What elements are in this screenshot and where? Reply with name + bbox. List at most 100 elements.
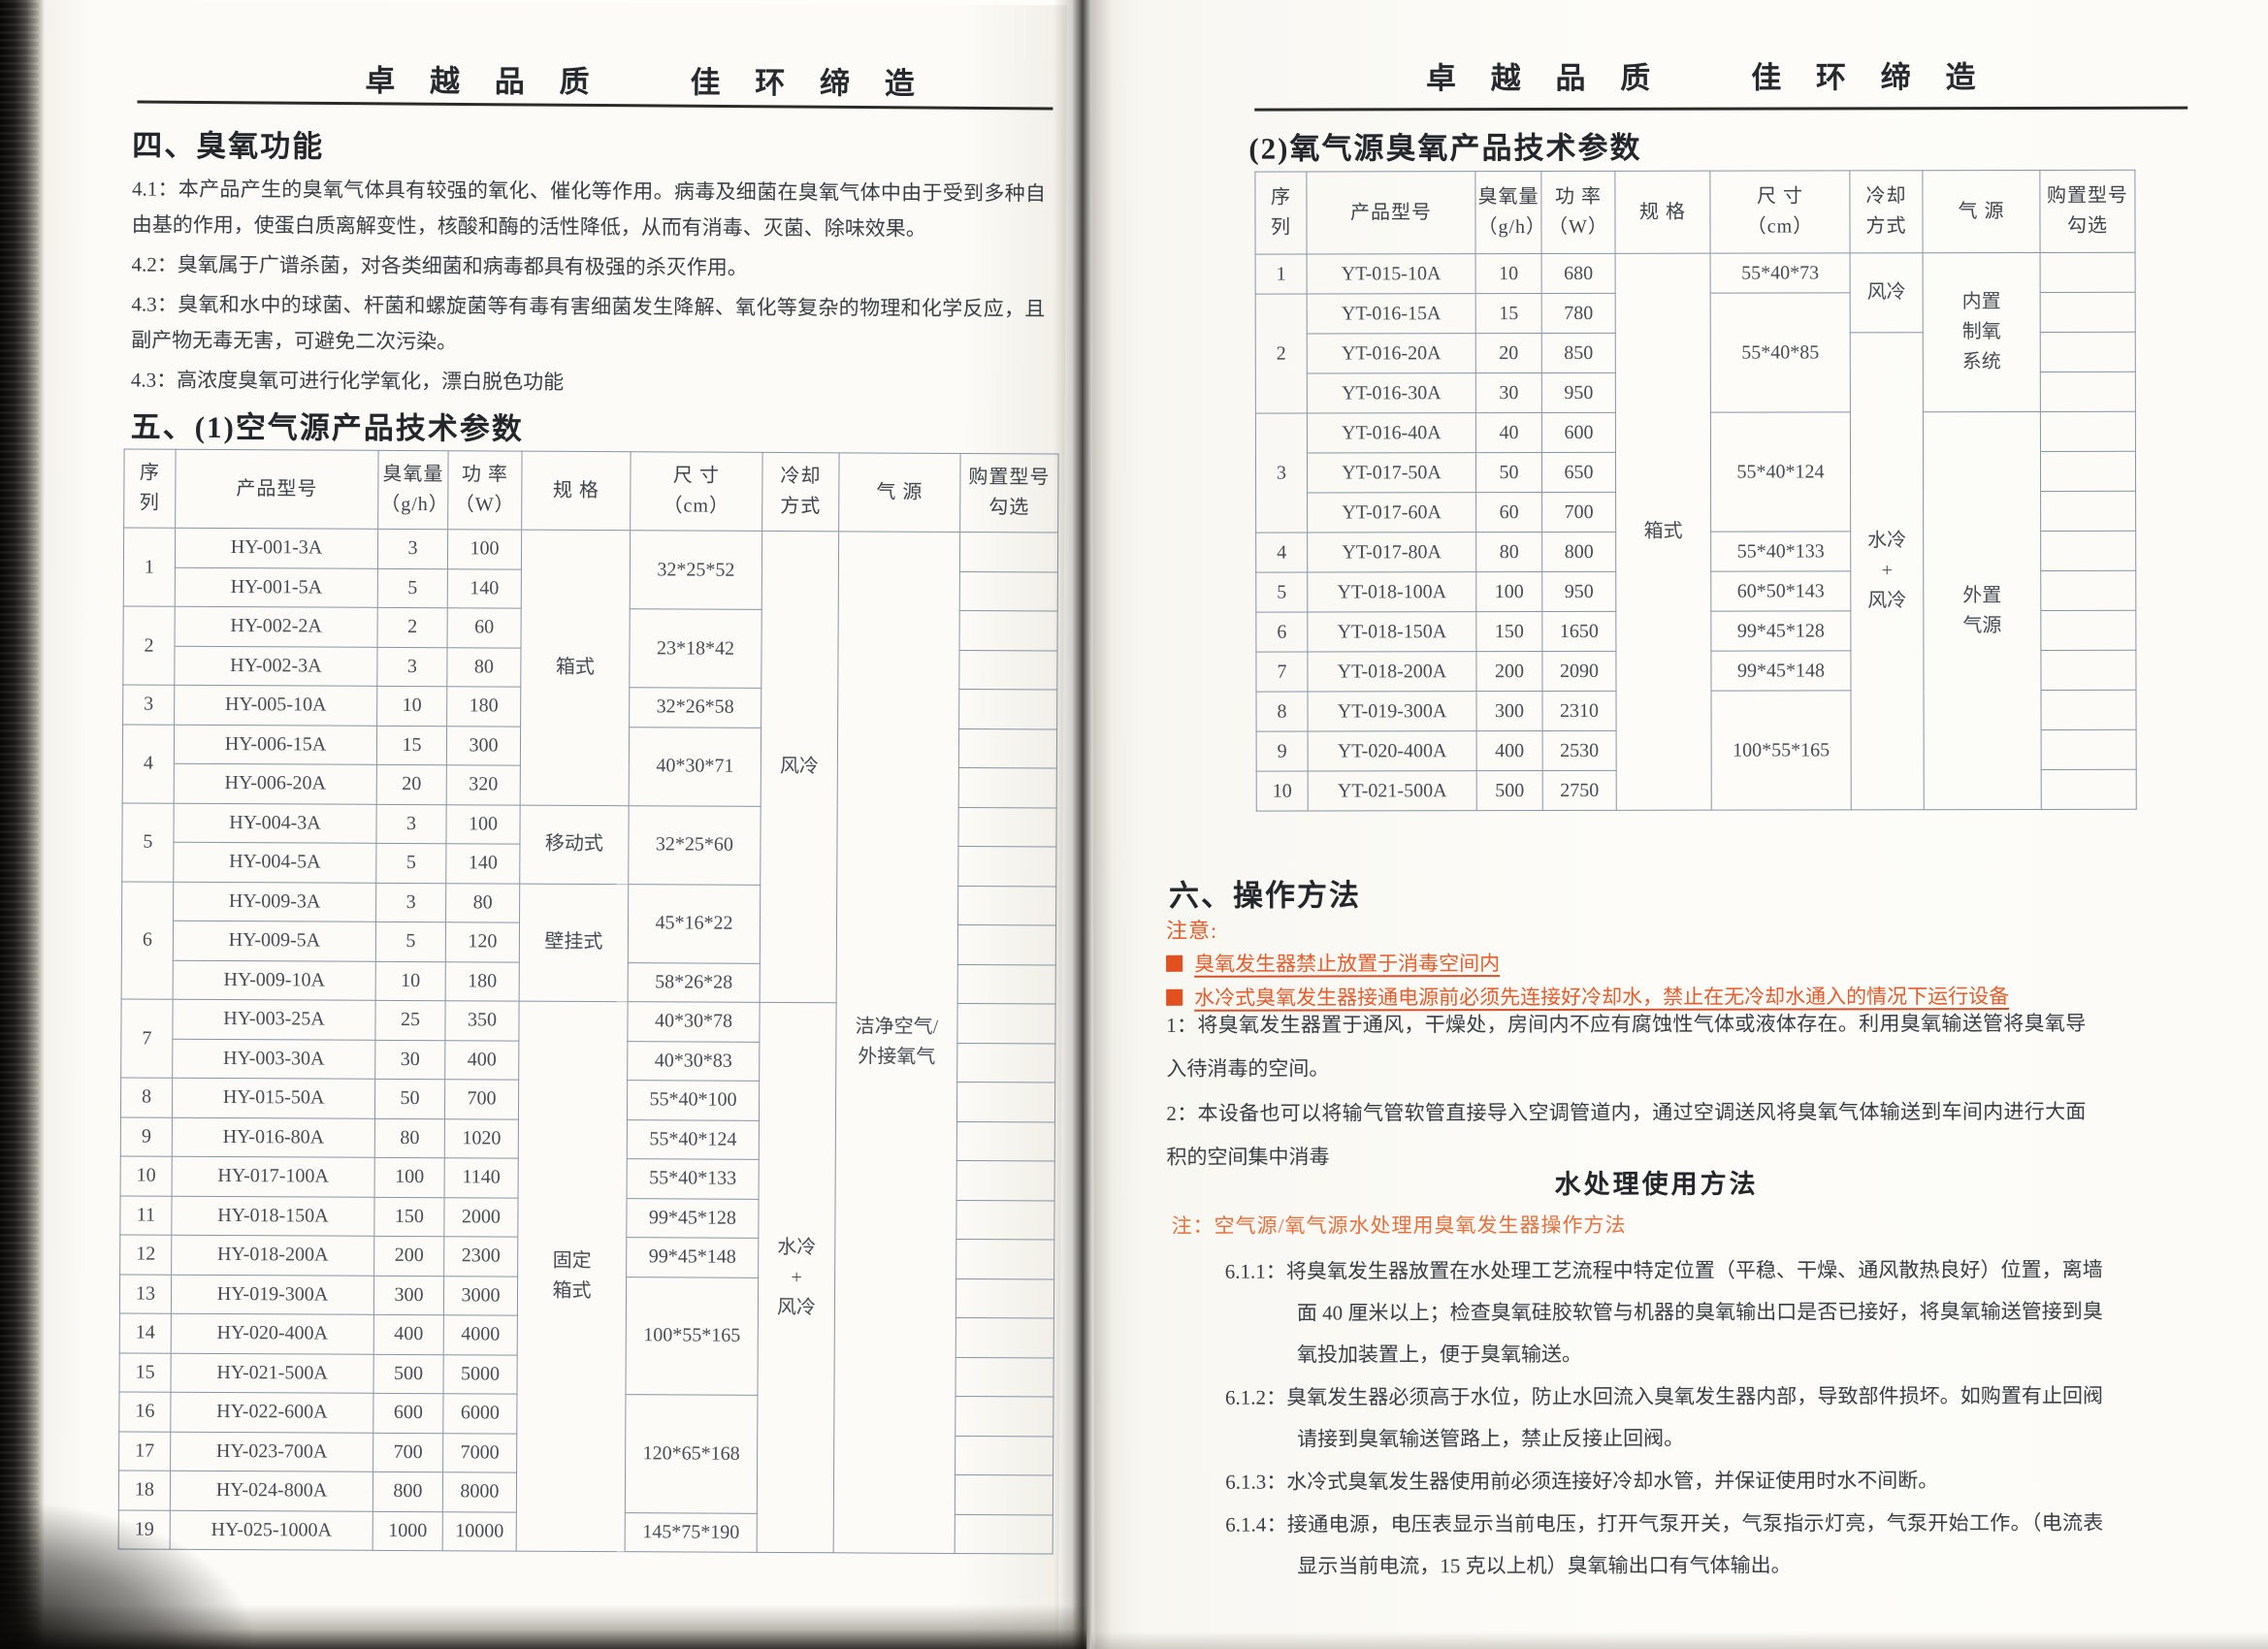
table-cell: YT-018-100A [1307,571,1476,613]
table-cell: 5 [375,922,446,962]
table-cell: 2000 [443,1197,519,1238]
table-cell: 5 [121,802,175,882]
table-cell: 50 [374,1079,445,1119]
table-cell: 风冷 [760,531,839,1003]
table-cell: 32*26*58 [629,687,761,728]
table-cell: HY-020-400A [171,1313,374,1354]
table-cell: 9 [1256,731,1309,772]
table-cell [2040,372,2136,412]
table-cell: 4000 [443,1314,518,1355]
table-cell [955,1396,1053,1437]
table-cell: 55*40*100 [627,1080,760,1120]
table-cell: 300 [1475,691,1543,731]
page-header-title: 卓 越 品 质 佳 环 缔 造 [1425,60,1990,96]
table-cell: YT-018-150A [1307,611,1476,653]
table-cell: 10 [1256,771,1309,812]
table-cell: YT-019-300A [1307,691,1477,732]
table-cell: YT-017-50A [1307,452,1476,494]
table-cell [2040,451,2136,492]
table-cell: HY-022-600A [170,1392,373,1433]
table-cell: 140 [445,843,520,884]
table-cell: 1020 [444,1118,519,1159]
water-treatment-note: 注：空气源/氧气源水处理用臭氧发生器操作方法 [1171,1212,1627,1238]
table-cell: HY-002-2A [175,606,378,647]
table-cell: HY-009-3A [173,881,376,922]
bottom-right-shadow [1091,1632,2268,1649]
table-header-cell: 冷却 方式 [1849,170,1924,253]
table-cell [955,1513,1053,1554]
table-cell: HY-004-3A [173,802,377,844]
table-cell [956,1042,1055,1083]
table-cell: 150 [1475,611,1542,652]
table-cell: 3000 [443,1276,518,1316]
table-cell: 15 [1475,293,1542,334]
table-cell: YT-018-200A [1307,651,1476,693]
table-row: 1 HY-001-3A 3 100 箱式 32*25*52 风冷 洁净空气/ 外接氧气 [123,527,1058,1554]
table-cell: 180 [446,686,521,727]
square-bullet-icon [1166,954,1183,972]
table-cell: 100 [447,529,522,569]
table-cell: 洁净空气/ 外接氧气 [833,531,960,1554]
table-cell [959,610,1058,651]
table-cell [2040,292,2136,333]
table-cell: 600 [1541,412,1616,453]
table-cell: 80 [446,647,522,688]
table-cell: 700 [1541,492,1616,533]
table-header-cell: 规 格 [521,451,632,531]
table-cell: 80 [445,883,520,923]
table-cell: 6000 [442,1393,517,1434]
table-cell: 100*55*165 [625,1277,759,1396]
table-cell: 55*40*124 [1710,411,1851,533]
table-cell: 水冷 + 风冷 [757,1002,837,1553]
table-cell: 400 [444,1040,519,1081]
table-cell: YT-017-80A [1307,532,1476,573]
table-cell: 950 [1541,372,1616,413]
table-cell: 200 [373,1236,444,1277]
table-cell: HY-001-3A [175,528,378,568]
table-cell: 水冷 + 风冷 [1850,332,1925,810]
table-cell [955,1474,1053,1515]
table-cell: 1000 [373,1510,443,1551]
table-cell: 20 [376,764,447,805]
table-cell: 内置 制氧 系统 [1923,252,2041,412]
table-cell: 5 [377,567,448,608]
table-cell: 400 [373,1314,444,1355]
table-cell: HY-003-30A [172,1038,375,1080]
table-cell: 1140 [444,1157,519,1198]
table-cell: 30 [374,1039,445,1080]
table-cell: 4 [1255,533,1308,573]
table-cell [2040,570,2136,611]
water-treatment-step: 6.1.4：接通电源，电压表显示当前电压，打开气泵开关，气泵指示灯亮，气泵开始工… [1225,1510,2104,1578]
table-cell [2040,491,2136,532]
table-cell: 9 [120,1116,173,1157]
table-cell: 12 [119,1234,172,1275]
oxygen-source-table: 序 列产品型号 臭氧量 （g/h）功 率 （W）规 格尺 寸 （cm） 冷却 方式气… [1254,170,2137,812]
water-treatment-step: 6.1.1：将臭氧发生器放置在水处理工艺流程中特定位置（平稳、干燥、通风散热良好… [1224,1257,2103,1367]
table-header-cell: 尺 寸 （cm） [1709,170,1851,254]
table-cell: 1 [1255,254,1308,295]
table-cell: 23*18*42 [629,608,762,689]
warning-text: 臭氧发生器禁止放置于消毒空间内 [1194,952,1501,976]
water-treatment-step: 6.1.2：臭氧发生器必须高于水位，防止水回流入臭氧发生器内部，导致部件损坏。如… [1224,1383,2104,1451]
book-left-edge-texture [0,0,39,1649]
table-cell: 99*45*128 [1710,610,1851,652]
table-cell: 100 [374,1157,445,1198]
table-cell: 3 [377,529,448,569]
section-title-operation-method: 六、操作方法 [1168,878,1361,913]
table-cell [956,1199,1055,1240]
table-cell: 600 [373,1393,443,1434]
table-cell [956,1082,1055,1122]
table-cell: 200 [1475,651,1542,692]
table-cell: 800 [1541,532,1616,572]
table-cell: 850 [1541,333,1616,373]
table-cell [2040,531,2136,571]
table-cell: 6 [121,881,174,1000]
table-cell: 3 [375,882,446,922]
table-cell: 16 [118,1391,171,1432]
notice-label: 注意: [1165,918,1218,943]
page-gutter-shadow [1053,0,1112,1649]
table-cell [2040,650,2136,691]
table-cell: 680 [1541,253,1616,294]
table-cell: 32*25*60 [628,805,761,885]
ozone-paragraph: 4.3：高浓度臭氧可进行化学氧化，漂白脱色功能 [130,368,565,394]
